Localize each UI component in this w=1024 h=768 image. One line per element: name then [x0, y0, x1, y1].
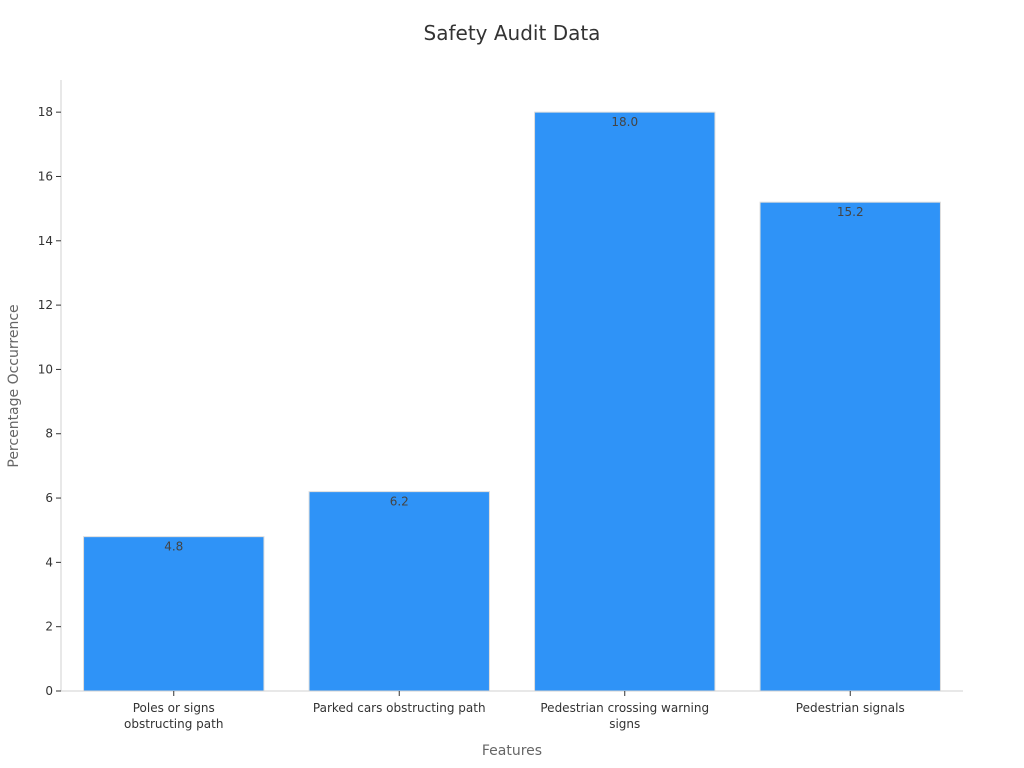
y-axis: 0 2 4 6 8 10 12 14 16 18 — [38, 80, 62, 698]
bar — [759, 201, 941, 692]
y-tick-label: 12 — [38, 298, 53, 312]
bar-data-label: 15.2 — [837, 205, 864, 219]
y-tick-label: 10 — [38, 362, 53, 376]
bar — [83, 536, 265, 692]
bar-data-label: 4.8 — [164, 540, 183, 554]
y-tick-label: 4 — [45, 555, 53, 569]
y-tick-label: 2 — [45, 620, 53, 634]
x-tick-label: Parked cars obstructing path — [313, 701, 486, 715]
bars-group: 4.8 6.2 18.0 15.2 — [83, 111, 941, 692]
y-tick-label: 8 — [45, 427, 53, 441]
x-tick-label: Pedestrian signals — [796, 701, 905, 715]
bar-data-label: 18.0 — [611, 115, 638, 129]
x-axis-title: Features — [482, 743, 542, 759]
y-tick-label: 6 — [45, 491, 53, 505]
x-tick-label: Pedestrian crossing warning signs — [540, 701, 709, 731]
y-tick-label: 0 — [45, 684, 53, 698]
bar-data-label: 6.2 — [390, 495, 409, 509]
y-tick-label: 14 — [38, 234, 53, 248]
y-tick-label: 16 — [38, 169, 53, 183]
bar — [534, 111, 716, 692]
x-axis: Poles or signs obstructing path Parked car… — [61, 690, 963, 731]
y-axis-title: Percentage Occurrence — [6, 304, 22, 467]
x-tick-label: Poles or signs obstructing path — [124, 701, 223, 731]
chart-title: Safety Audit Data — [424, 21, 601, 45]
bar — [308, 491, 490, 692]
y-tick-label: 18 — [38, 105, 53, 119]
